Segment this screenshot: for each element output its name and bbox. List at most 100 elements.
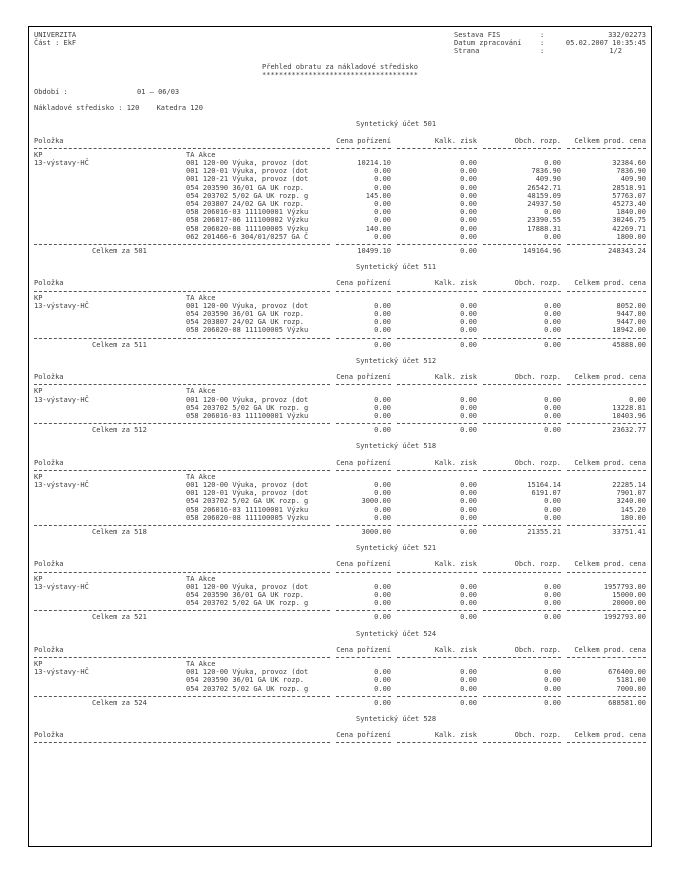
table-row: 054 203702 5/02 GA UK rozp. g 145.00 0.00 4…: [34, 192, 646, 200]
meta-colon: :: [540, 47, 545, 56]
item-cell: 054 203590 36/01 GA UK rozp.: [34, 184, 330, 192]
value-cell: 22285.14: [612, 480, 646, 489]
kp-label: 13-výstavy-HČ: [34, 395, 89, 404]
column-header-polozka: Položka: [34, 458, 64, 467]
column-header-celkem-prod-cena: Celkem prod. cena: [574, 279, 646, 288]
empty-cell: [397, 575, 477, 583]
dash-segment: [336, 468, 391, 471]
akce-label: 054 203702 5/02 GA UK rozp. g: [186, 599, 309, 608]
value-cell: 0.00: [544, 599, 561, 608]
meta-colon: :: [540, 39, 545, 48]
column-header-celkem-prod-cena: Celkem prod. cena: [574, 645, 646, 654]
dash-segment: [34, 740, 330, 744]
total-cell: Celkem za 518: [34, 528, 330, 536]
empty-cell: [336, 660, 391, 668]
table-row: 058 206020-08 111100005 Výzku 0.00 0.00 0.0…: [34, 514, 646, 522]
kp-header-label: KP: [34, 293, 43, 302]
dash-segment: [483, 146, 561, 149]
akce-label: 058 206020-08 111100005 Výzku: [186, 326, 309, 335]
column-header-obch-rozp: Obch. rozp.: [514, 458, 561, 467]
dashed-separator: [34, 570, 646, 573]
akce-label: 054 203702 5/02 GA UK rozp. g: [186, 497, 309, 506]
table-row: 058 206016-03 111100001 Výzku 0.00 0.00 0.0…: [34, 506, 646, 514]
dash-segment: [336, 289, 391, 292]
obdobi-value: 01 — 06/03: [137, 88, 180, 97]
value-cell: 0.00: [374, 216, 391, 225]
value-cell: 0.00: [374, 411, 391, 420]
report-title: Přehled obratu za nákladové středisko: [262, 62, 418, 71]
value-cell: 0.00: [460, 676, 477, 685]
item-cell: 054 203702 5/02 GA UK rozp. g: [34, 497, 330, 505]
value-cell: 0.00: [460, 200, 477, 209]
akce-label: 054 203702 5/02 GA UK rozp. g: [186, 191, 309, 200]
value-cell: 15164.14: [527, 480, 561, 489]
item-cell: 13-výstavy-HČ 001 120-00 Výuka, provoz (d…: [34, 302, 330, 310]
value-cell: 0.00: [460, 582, 477, 591]
dash-segment: [336, 421, 391, 425]
total-value-cell: 0.00: [544, 426, 561, 435]
empty-cell: [483, 473, 561, 481]
kp-header-cell: KP TA Akce: [34, 473, 330, 481]
column-header-cena-porizeni: Cena pořízení: [336, 731, 391, 740]
total-value-cell: 0.00: [374, 426, 391, 435]
dash-segment: [483, 608, 561, 612]
dash-segment: [397, 242, 477, 246]
kp-header-label: KP: [34, 150, 43, 159]
section-title: Syntetický účet 524: [356, 629, 437, 638]
value-cell: 0.00: [374, 505, 391, 514]
total-cell: Celkem za 524: [34, 699, 330, 707]
column-header-kalk-zisk: Kalk. zisk: [434, 560, 477, 569]
value-cell: 0.00: [544, 505, 561, 514]
meta-label: Sestava FIS: [454, 31, 501, 39]
table-row: 13-výstavy-HČ 001 120-00 Výuka, provoz (d…: [34, 481, 646, 489]
akce-label: 058 206016-03 111100001 Výzku: [186, 208, 309, 217]
ta-akce-header-label: TA Akce: [186, 659, 216, 668]
empty-cell: [397, 387, 477, 395]
value-cell: 7000.00: [616, 684, 646, 693]
value-cell: 0.00: [544, 326, 561, 335]
akce-label: 054 203807 24/02 GA UK rozp.: [186, 200, 305, 209]
dash-segment: [34, 242, 330, 246]
dashed-separator: [34, 523, 646, 526]
section-total-row: Celkem za 524 0.00 0.00 0.00 688581.00: [34, 699, 646, 707]
value-cell: 0.00: [544, 310, 561, 319]
column-header-celkem-prod-cena: Celkem prod. cena: [574, 373, 646, 382]
dash-segment: [567, 694, 646, 697]
value-cell: 0.00: [460, 191, 477, 200]
kp-header-label: KP: [34, 472, 43, 481]
empty-cell: [336, 575, 391, 583]
table-row: 054 203702 5/02 GA UK rozp. g 0.00 0.00 0.0…: [34, 599, 646, 607]
dash-segment: [483, 570, 561, 573]
akce-label: 054 203590 36/01 GA UK rozp.: [186, 183, 305, 192]
akce-label: 058 206016-03 111100001 Výzku: [186, 411, 309, 420]
value-cell: 0.00: [374, 489, 391, 498]
empty-cell: [567, 473, 646, 481]
value-cell: 0.00: [460, 301, 477, 310]
akce-label: 062 201466-6 304/01/0257 GA Č: [186, 232, 309, 241]
item-cell: 054 203807 24/02 GA UK rozp.: [34, 318, 330, 326]
akce-label: 001 120-21 Výuka, provoz (dot: [186, 175, 309, 184]
column-header-cena-porizeni: Cena pořízení: [336, 458, 391, 467]
dash-segment: [483, 468, 561, 471]
value-cell: 0.00: [544, 676, 561, 685]
table-row: 13-výstavy-HČ 001 120-00 Výuka, provoz (d…: [34, 159, 646, 167]
akce-label: 001 120-00 Výuka, provoz (dot: [186, 582, 309, 591]
value-cell: 0.00: [374, 318, 391, 327]
obdobi-line: Období : 01 — 06/03: [34, 88, 646, 96]
section-title: Syntetický účet 511: [356, 263, 437, 272]
value-cell: 0.00: [374, 183, 391, 192]
akce-label: 054 203590 36/01 GA UK rozp.: [186, 590, 305, 599]
akce-label: 058 206016-03 111100001 Výzku: [186, 505, 309, 514]
meta-label: Datum zpracování: [454, 39, 522, 48]
value-cell: 3000.00: [361, 497, 391, 506]
value-cell: 3240.00: [616, 497, 646, 506]
empty-cell: [336, 387, 391, 395]
obdobi-label: Období :: [34, 88, 68, 97]
akce-label: 001 120-01 Výuka, provoz (dot: [186, 489, 309, 498]
meta-row-sestava: Sestava FIS : 332/02273: [454, 31, 646, 39]
total-label: Celkem za 511: [92, 340, 147, 349]
column-header-polozka: Položka: [34, 373, 64, 382]
dash-segment: [483, 740, 561, 744]
dash-segment: [567, 655, 646, 658]
dash-segment: [397, 570, 477, 573]
